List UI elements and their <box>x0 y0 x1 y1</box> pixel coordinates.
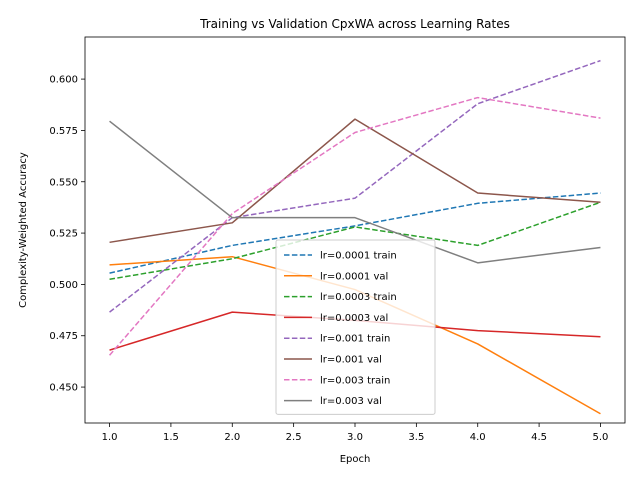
y-tick-label: 0.600 <box>49 75 78 86</box>
y-tick-label: 0.500 <box>49 280 78 291</box>
legend-label: lr=0.001 train <box>320 334 390 345</box>
x-tick-label: 3.5 <box>408 432 424 443</box>
series-line-4 <box>109 59 601 313</box>
y-tick-label: 0.450 <box>49 383 78 394</box>
x-axis: 1.0 1.5 2.0 2.5 3.0 3.5 4.0 4.5 5.0 <box>102 423 609 443</box>
series-line-5 <box>109 118 601 244</box>
x-tick-label: 2.0 <box>224 432 240 443</box>
series-line-2 <box>109 201 601 281</box>
chart-title: Training vs Validation CpxWA across Lear… <box>199 17 510 31</box>
x-tick-label: 2.5 <box>286 432 302 443</box>
legend-label: lr=0.001 val <box>320 355 382 366</box>
legend-label: lr=0.0003 val <box>320 313 388 324</box>
legend: lr=0.0001 train lr=0.0001 val lr=0.0003 tr… <box>275 239 436 415</box>
legend-label: lr=0.0001 val <box>320 271 388 282</box>
legend-label: lr=0.003 train <box>320 375 390 386</box>
y-axis: 0.450 0.475 0.500 0.525 0.550 0.575 0.600 <box>49 75 85 394</box>
y-tick-label: 0.525 <box>49 229 78 240</box>
x-tick-label: 3.0 <box>347 432 363 443</box>
legend-label: lr=0.0001 train <box>320 251 397 262</box>
x-tick-label: 4.5 <box>531 432 547 443</box>
series-line-7 <box>109 120 601 264</box>
legend-label: lr=0.0003 train <box>320 292 397 303</box>
x-axis-label: Epoch <box>340 454 371 465</box>
series-line-6 <box>108 96 601 356</box>
x-tick-label: 5.0 <box>593 432 609 443</box>
x-tick-label: 1.5 <box>163 432 179 443</box>
y-axis-label: Complexity-Weighted Accuracy <box>18 152 29 308</box>
series-line-0 <box>109 192 601 274</box>
y-tick-label: 0.550 <box>49 177 78 188</box>
y-tick-label: 0.475 <box>49 331 78 342</box>
y-tick-label: 0.575 <box>49 126 78 137</box>
legend-label: lr=0.003 val <box>320 396 382 407</box>
legend-box <box>275 239 436 415</box>
x-tick-label: 4.0 <box>470 432 486 443</box>
plot-area <box>108 59 601 415</box>
x-tick-label: 1.0 <box>102 432 118 443</box>
